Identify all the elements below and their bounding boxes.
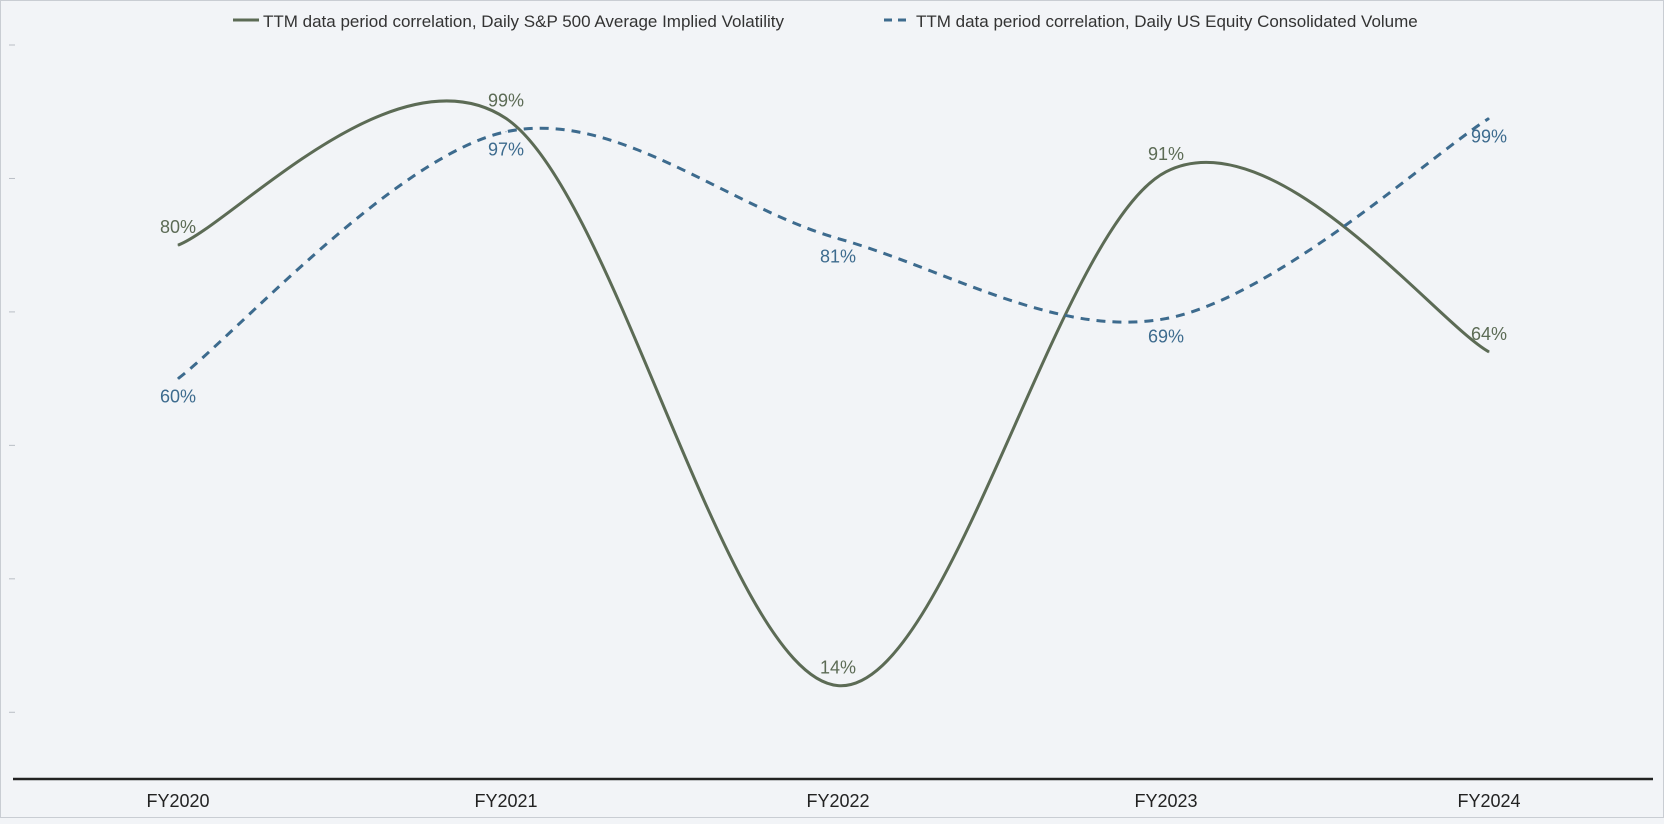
- data-label-s1-FY2022: 81%: [820, 247, 856, 267]
- data-point-s1-FY2020: [177, 378, 179, 380]
- data-point-s0-FY2020: [177, 244, 179, 246]
- data-point-s0-FY2022: [837, 685, 839, 687]
- data-point-s1-FY2024: [1488, 117, 1490, 119]
- data-label-s1-FY2020: 60%: [160, 387, 196, 407]
- series-line-1: [177, 117, 1490, 380]
- data-point-s1-FY2021: [505, 131, 507, 133]
- x-tick-label-FY2024: FY2024: [1457, 791, 1520, 811]
- legend: TTM data period correlation, Daily S&P 5…: [233, 12, 1418, 31]
- x-tick-label-FY2023: FY2023: [1134, 791, 1197, 811]
- data-label-s0-FY2020: 80%: [160, 217, 196, 237]
- data-label-s0-FY2022: 14%: [820, 658, 856, 678]
- data-label-s1-FY2021: 97%: [488, 140, 524, 160]
- x-axis-tick-labels: FY2020 FY2021 FY2022 FY2023 FY2024: [146, 791, 1520, 811]
- legend-label-implied-volatility: TTM data period correlation, Daily S&P 5…: [263, 12, 784, 31]
- series-line-0: [177, 99, 1490, 688]
- data-label-s0-FY2021: 99%: [488, 90, 524, 110]
- data-point-s1-FY2022: [837, 238, 839, 240]
- data-label-s0-FY2024: 64%: [1471, 324, 1507, 344]
- series-layer: [177, 99, 1490, 688]
- data-point-s0-FY2024: [1488, 351, 1490, 353]
- data-labels: 80% 99% 14% 91% 64% 60% 97% 81% 69% 99%: [160, 90, 1507, 677]
- y-axis-ticks: [9, 44, 15, 713]
- x-tick-label-FY2020: FY2020: [146, 791, 209, 811]
- x-tick-label-FY2022: FY2022: [806, 791, 869, 811]
- data-label-s0-FY2023: 91%: [1148, 144, 1184, 164]
- legend-label-consolidated-volume: TTM data period correlation, Daily US Eq…: [916, 12, 1418, 31]
- data-label-s1-FY2023: 69%: [1148, 327, 1184, 347]
- data-label-s1-FY2024: 99%: [1471, 126, 1507, 146]
- data-point-s0-FY2023: [1165, 171, 1167, 173]
- x-tick-label-FY2021: FY2021: [474, 791, 537, 811]
- data-point-s0-FY2021: [505, 117, 507, 119]
- data-point-s1-FY2023: [1165, 318, 1167, 320]
